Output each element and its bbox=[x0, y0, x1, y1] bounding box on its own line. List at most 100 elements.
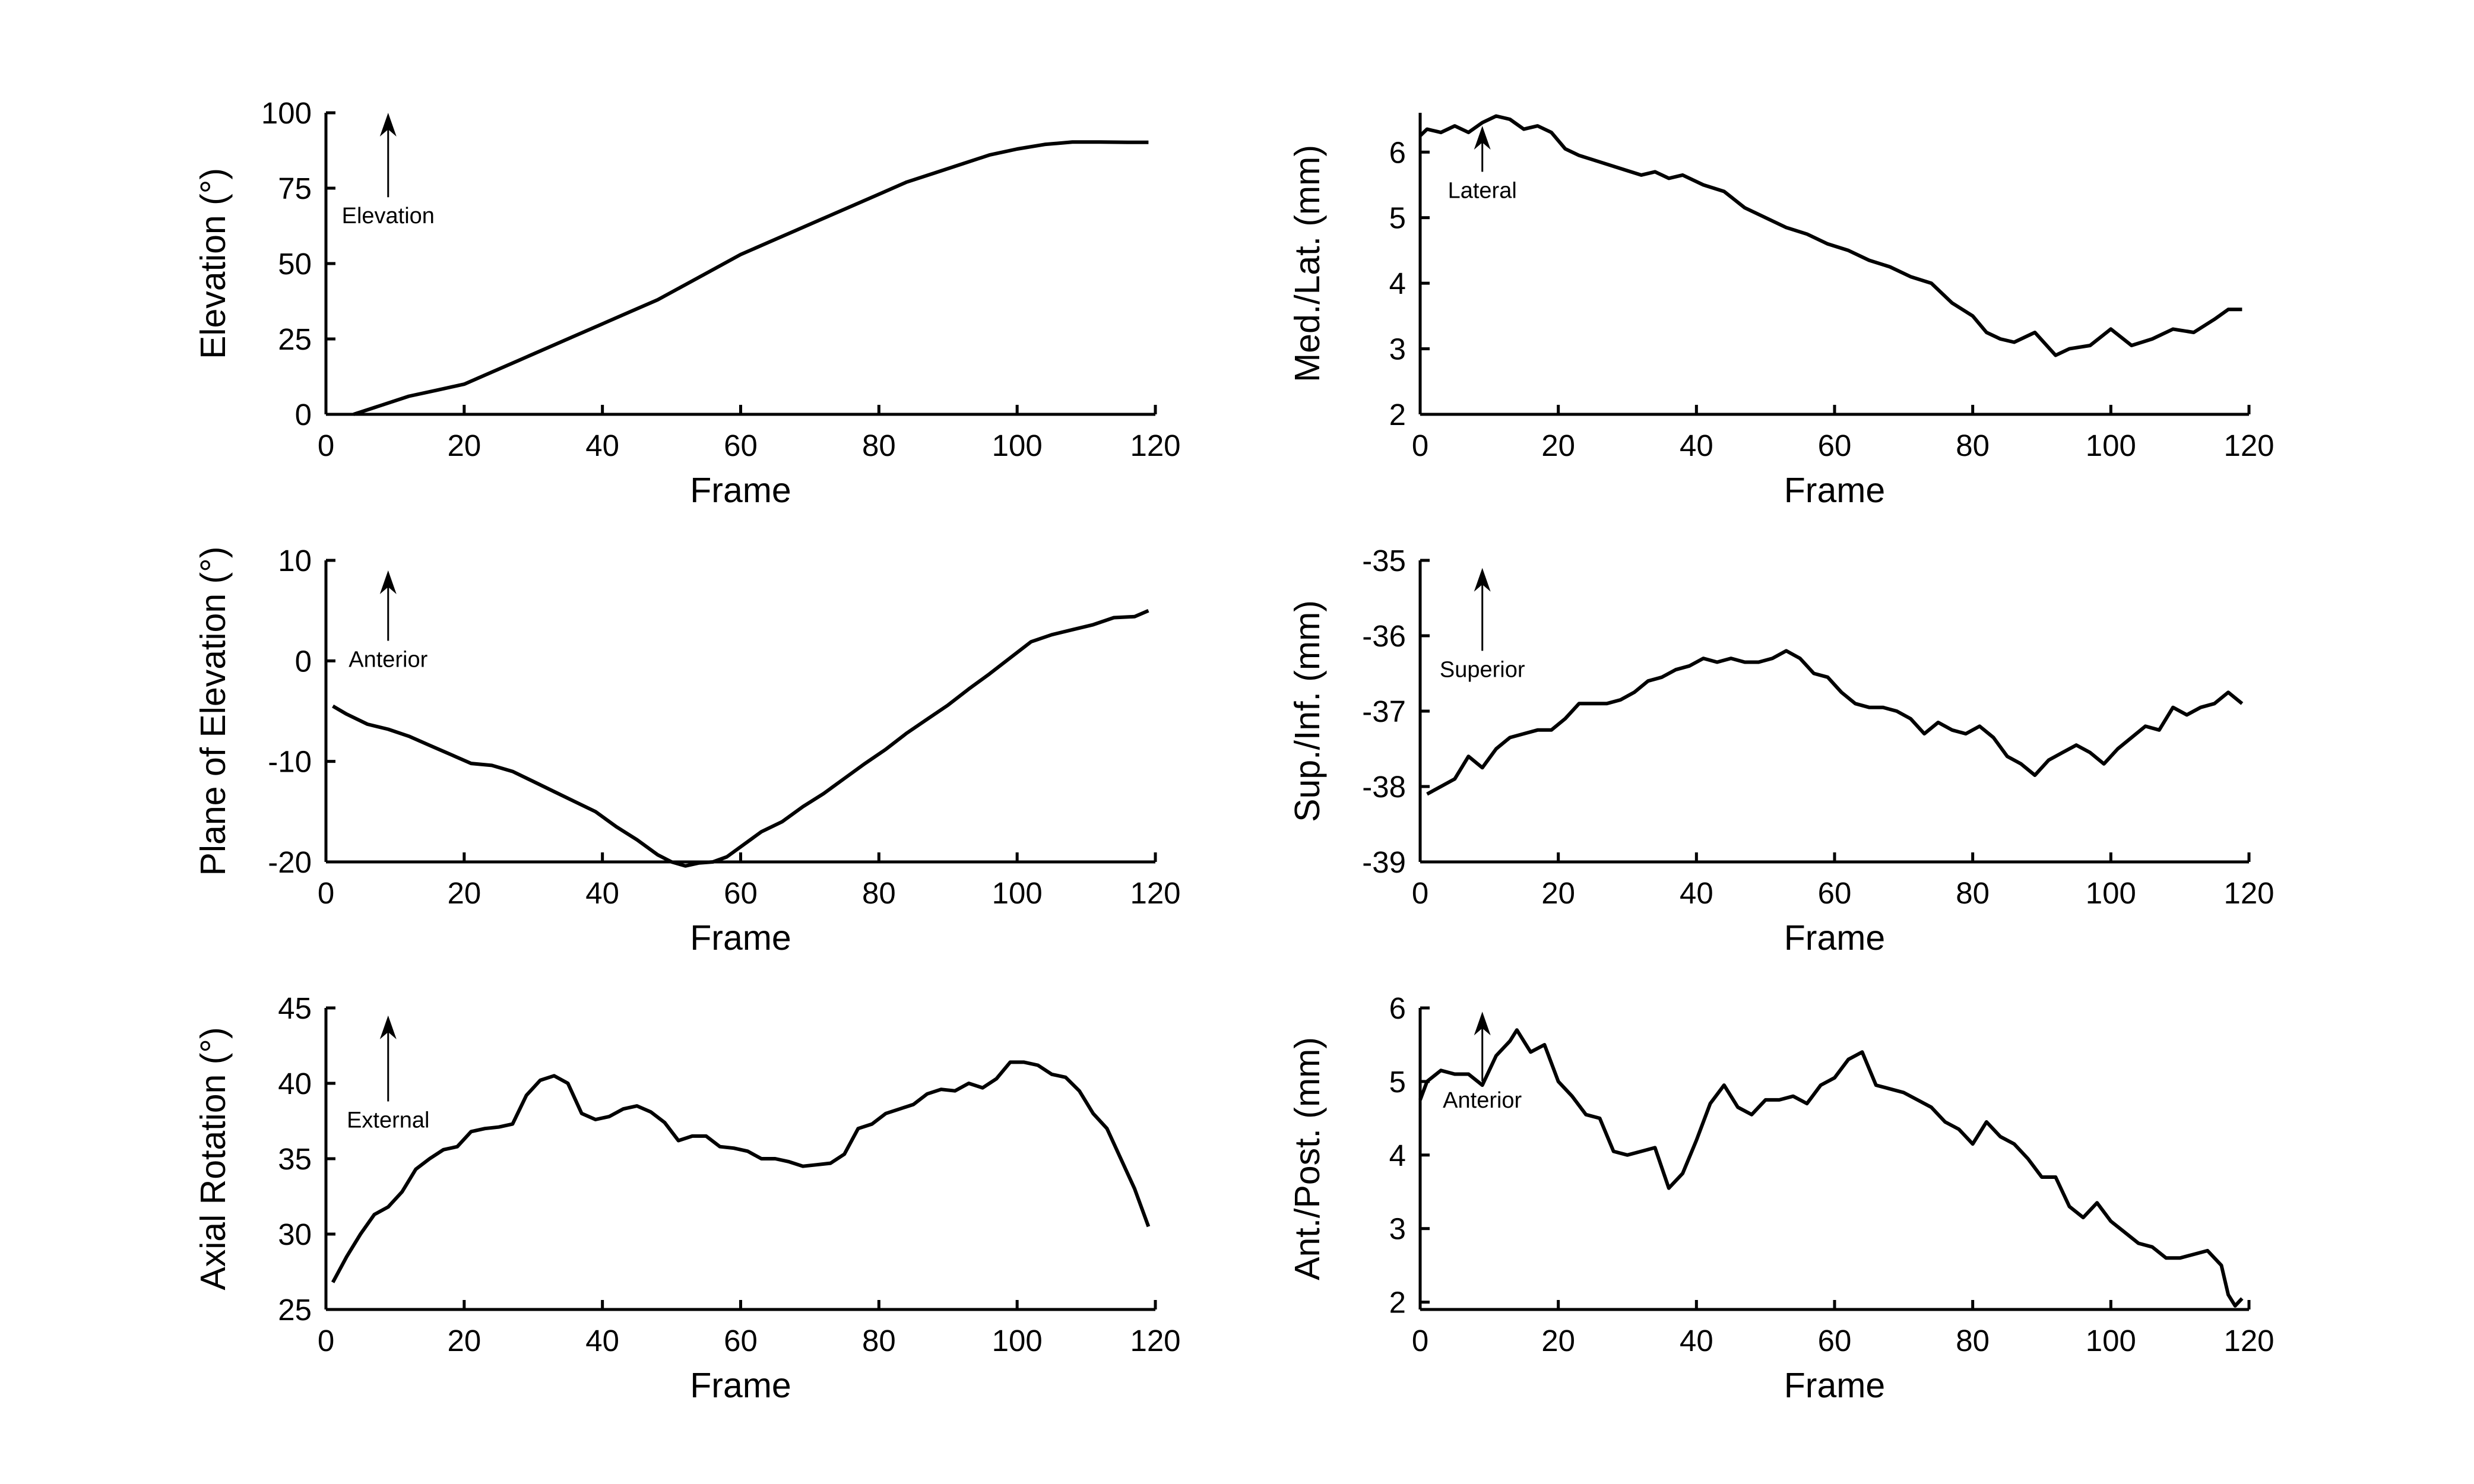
x-tick-label: 20 bbox=[447, 876, 481, 910]
y-tick-label: 3 bbox=[1389, 1212, 1406, 1246]
data-line-series-0 bbox=[1418, 114, 2242, 357]
y-tick-label: 45 bbox=[278, 991, 312, 1025]
panel-med-lat: 0 20 40 60 80 100 120 2 3 4 5 6 Frame Med./Lat. (mm) L… bbox=[1288, 113, 2275, 510]
x-tick-label: 40 bbox=[585, 1324, 619, 1358]
x-tick-label: 100 bbox=[992, 1324, 1043, 1358]
y-tick-label: 6 bbox=[1389, 135, 1406, 169]
y-axis-label: Med./Lat. (mm) bbox=[1288, 145, 1327, 382]
x-tick-label: 20 bbox=[1541, 429, 1575, 462]
annotation-arrow-head bbox=[379, 1015, 397, 1039]
x-tick-label: 80 bbox=[1956, 429, 1990, 462]
x-tick-label: 40 bbox=[585, 429, 619, 462]
x-tick-label: 80 bbox=[862, 876, 896, 910]
y-tick-label: 0 bbox=[295, 398, 312, 432]
y-axis-label: Plane of Elevation (°) bbox=[194, 547, 233, 876]
annotation-label: Lateral bbox=[1448, 178, 1517, 203]
x-tick-label: 40 bbox=[585, 876, 619, 910]
x-tick-label: 20 bbox=[1541, 1324, 1575, 1358]
annotation-label: Superior bbox=[1440, 657, 1525, 682]
x-tick-label: 0 bbox=[1412, 876, 1428, 910]
panel-elevation: 0 20 40 60 80 100 120 0 25 50 75 100 Frame Elevation … bbox=[194, 96, 1181, 510]
x-tick-label: 40 bbox=[1680, 429, 1713, 462]
y-tick-label: 5 bbox=[1389, 201, 1406, 235]
y-tick-label: -35 bbox=[1362, 544, 1406, 578]
y-tick-label: -39 bbox=[1362, 845, 1406, 879]
x-tick-label: 60 bbox=[724, 1324, 758, 1358]
y-tick-label: 2 bbox=[1389, 398, 1406, 432]
x-axis-label: Frame bbox=[690, 918, 791, 957]
panel-plane-of-elevation: 0 20 40 60 80 100 120 -20 -10 0 10 Frame Plane of El… bbox=[194, 544, 1181, 957]
y-tick-label: 75 bbox=[278, 172, 312, 205]
x-tick-label: 100 bbox=[2086, 876, 2136, 910]
y-tick-label: -38 bbox=[1362, 770, 1406, 804]
annotation-arrow-head bbox=[379, 570, 397, 594]
y-tick-label: 25 bbox=[278, 322, 312, 356]
y-tick-label: 3 bbox=[1389, 332, 1406, 366]
y-tick-label: 50 bbox=[278, 247, 312, 281]
x-tick-label: 40 bbox=[1680, 876, 1713, 910]
x-tick-label: 120 bbox=[2223, 876, 2274, 910]
data-line-series-0 bbox=[1418, 1028, 2244, 1308]
x-tick-label: 20 bbox=[1541, 876, 1575, 910]
x-tick-label: 0 bbox=[1412, 1324, 1428, 1358]
panel-axial-rotation: 0 20 40 60 80 100 120 25 30 35 40 45 Frame Axial Rota… bbox=[194, 991, 1181, 1405]
x-axis-label: Frame bbox=[1784, 918, 1885, 957]
y-tick-label: 4 bbox=[1389, 1139, 1406, 1172]
y-axis-label: Sup./Inf. (mm) bbox=[1288, 600, 1327, 822]
annotation-arrow-head bbox=[1474, 1011, 1491, 1036]
x-tick-label: 80 bbox=[1956, 1324, 1990, 1358]
y-tick-label: -37 bbox=[1362, 695, 1406, 728]
annotation-label: Anterior bbox=[349, 647, 427, 672]
x-tick-label: 60 bbox=[1818, 876, 1852, 910]
x-tick-label: 120 bbox=[1130, 1324, 1180, 1358]
y-tick-label: 40 bbox=[278, 1067, 312, 1101]
x-tick-label: 120 bbox=[2223, 429, 2274, 462]
y-tick-label: -20 bbox=[268, 845, 312, 879]
panel-ant-post: 0 20 40 60 80 100 120 2 3 4 5 6 Frame Ant./Post. (mm)… bbox=[1288, 991, 2275, 1405]
x-tick-label: 0 bbox=[318, 429, 334, 462]
x-tick-label: 120 bbox=[1130, 429, 1180, 462]
x-axis-label: Frame bbox=[1784, 471, 1885, 510]
data-line-series-0 bbox=[1426, 649, 2244, 796]
y-tick-label: 100 bbox=[261, 96, 312, 130]
y-tick-label: 10 bbox=[278, 544, 312, 578]
x-tick-label: 80 bbox=[862, 1324, 896, 1358]
annotation-label: External bbox=[347, 1108, 429, 1133]
y-tick-label: 0 bbox=[295, 644, 312, 678]
y-tick-label: 30 bbox=[278, 1217, 312, 1251]
data-line-series-0 bbox=[331, 1060, 1151, 1283]
x-tick-label: 60 bbox=[724, 876, 758, 910]
x-tick-label: 40 bbox=[1680, 1324, 1713, 1358]
x-axis-label: Frame bbox=[690, 1366, 791, 1405]
annotation-label: Anterior bbox=[1443, 1088, 1522, 1113]
x-axis-label: Frame bbox=[1784, 1366, 1885, 1405]
x-tick-label: 0 bbox=[318, 1324, 334, 1358]
x-tick-label: 20 bbox=[447, 429, 481, 462]
x-tick-label: 80 bbox=[862, 429, 896, 462]
y-tick-label: -36 bbox=[1362, 619, 1406, 653]
data-line-series-0 bbox=[353, 140, 1149, 416]
annotation-arrow-head bbox=[379, 113, 397, 137]
x-tick-label: 0 bbox=[318, 876, 334, 910]
y-axis-label: Ant./Post. (mm) bbox=[1288, 1037, 1327, 1280]
y-tick-label: 4 bbox=[1389, 267, 1406, 300]
panel-sup-inf: 0 20 40 60 80 100 120 -39 -38 -37 -36 -35 Frame Sup./… bbox=[1288, 544, 2275, 957]
x-tick-label: 60 bbox=[1818, 1324, 1852, 1358]
x-tick-label: 20 bbox=[447, 1324, 481, 1358]
y-axis-label: Elevation (°) bbox=[194, 168, 233, 359]
y-tick-label: 5 bbox=[1389, 1065, 1406, 1099]
y-axis-label: Axial Rotation (°) bbox=[194, 1027, 233, 1290]
x-tick-label: 100 bbox=[992, 429, 1043, 462]
x-tick-label: 0 bbox=[1412, 429, 1428, 462]
y-tick-label: 25 bbox=[278, 1293, 312, 1327]
x-axis-label: Frame bbox=[690, 471, 791, 510]
y-tick-label: 6 bbox=[1389, 991, 1406, 1025]
x-tick-label: 80 bbox=[1956, 876, 1990, 910]
y-tick-label: 35 bbox=[278, 1142, 312, 1176]
x-tick-label: 120 bbox=[2223, 1324, 2274, 1358]
y-tick-label: 2 bbox=[1389, 1286, 1406, 1320]
annotation-arrow-head bbox=[1474, 126, 1491, 150]
x-tick-label: 100 bbox=[992, 876, 1043, 910]
data-line-series-0 bbox=[332, 608, 1149, 868]
